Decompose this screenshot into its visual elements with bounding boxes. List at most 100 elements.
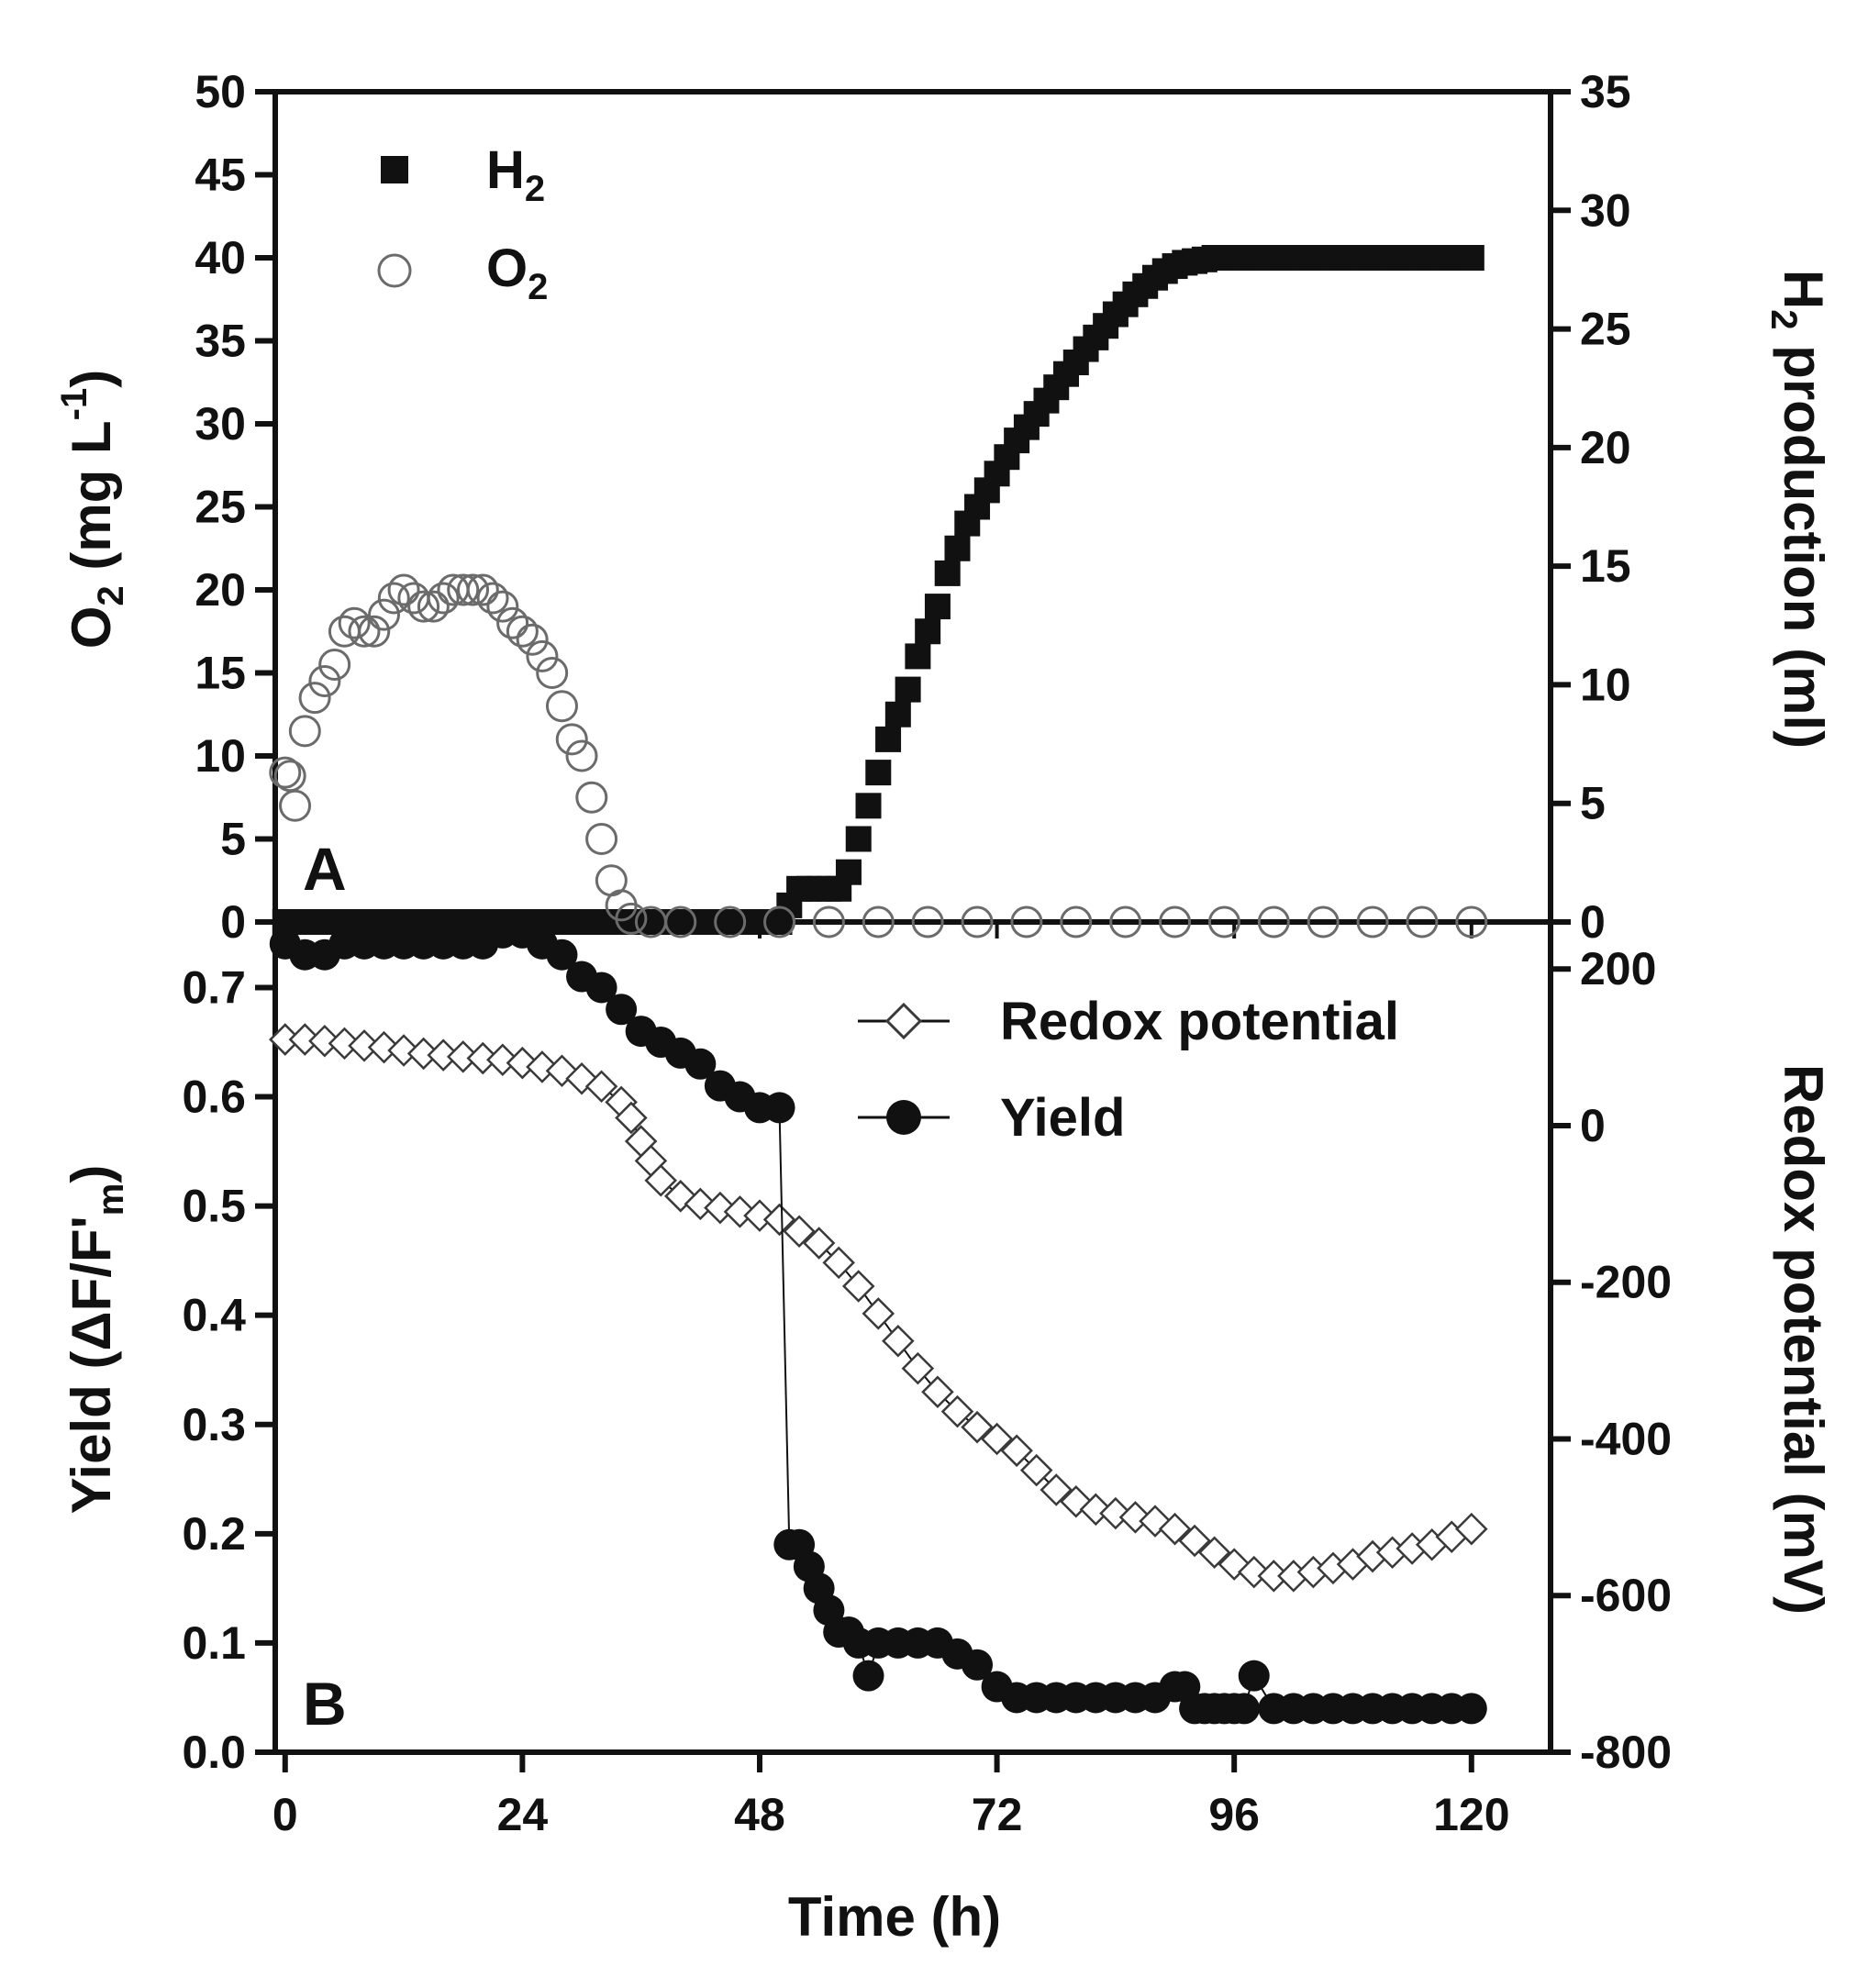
- panel-a-left-tick-label: 5: [220, 814, 246, 865]
- o2-point: [1109, 905, 1142, 938]
- o2-point: [269, 756, 302, 789]
- redox-point: [940, 1394, 974, 1428]
- h2-point: [905, 643, 931, 670]
- yield-point: [763, 1092, 795, 1124]
- redox-point: [288, 1023, 322, 1056]
- o2-point: [486, 590, 519, 623]
- redox-point: [526, 1050, 559, 1083]
- panel-a-left-tick-label: 40: [195, 232, 246, 283]
- redox-point: [1197, 1536, 1231, 1570]
- redox-point: [615, 1101, 648, 1135]
- o2-point: [298, 682, 331, 715]
- o2-point: [961, 905, 994, 938]
- legend-yield-marker: [886, 1100, 921, 1135]
- o2-point: [506, 615, 539, 648]
- redox-point: [1178, 1524, 1211, 1558]
- panel-b-right-axis-title: Redox potential (mV): [1773, 1064, 1834, 1615]
- o2-point: [1060, 905, 1093, 938]
- redox-point: [684, 1187, 717, 1221]
- yield-point: [585, 972, 617, 1004]
- panel-a-left-tick-label: 30: [195, 398, 246, 450]
- panel-b-left-ticks: 0.0 0.1 0.2 0.3 0.4 0.5 0.6 0.7: [182, 961, 275, 1778]
- redox-point: [921, 1375, 954, 1409]
- o2-point: [1455, 905, 1488, 938]
- legend-yield-label: Yield: [1000, 1088, 1125, 1148]
- o2-point: [496, 606, 529, 639]
- o2-point: [466, 573, 499, 606]
- x-tick-label: 24: [497, 1789, 549, 1840]
- redox-point: [1118, 1501, 1152, 1534]
- panel-a-right-tick-label: 25: [1580, 304, 1631, 355]
- yield-point: [684, 1048, 717, 1080]
- x-axis-title: Time (h): [788, 1886, 1001, 1948]
- o2-point: [427, 582, 460, 615]
- panel-a-left-tick-label: 35: [195, 316, 246, 367]
- redox-point: [862, 1297, 895, 1330]
- panel-a-label: A: [303, 835, 347, 903]
- panel-a-left-tick-label: 20: [195, 564, 246, 616]
- redox-point: [446, 1040, 480, 1073]
- o2-point: [308, 665, 341, 698]
- panel-b-left-tick-label: 0.7: [182, 961, 246, 1013]
- panel-b-data: [269, 916, 1488, 1725]
- o2-point: [397, 582, 430, 615]
- redox-point: [1040, 1473, 1073, 1506]
- redox-point: [328, 1027, 361, 1061]
- x-tick-label: 120: [1433, 1789, 1509, 1840]
- o2-point: [526, 639, 559, 672]
- redox-point: [644, 1163, 678, 1197]
- redox-point: [1000, 1434, 1033, 1468]
- o2-point: [516, 623, 549, 656]
- o2-point: [545, 690, 578, 723]
- yield-point: [1238, 1660, 1270, 1692]
- o2-point: [338, 606, 371, 639]
- o2-point: [555, 723, 588, 756]
- panel-a-right-tick-label: 0: [1580, 896, 1606, 948]
- panel-b-right-ticks: -800 -600 -400 -200 0 200: [1551, 943, 1672, 1778]
- redox-point: [743, 1199, 776, 1232]
- o2-point: [288, 715, 321, 748]
- redox-point: [980, 1422, 1014, 1456]
- panel-b-left-tick-label: 0.3: [182, 1399, 246, 1450]
- o2-point: [1010, 905, 1043, 938]
- redox-point: [841, 1270, 875, 1303]
- o2-point: [348, 615, 381, 648]
- h2-point: [865, 760, 892, 786]
- o2-point: [447, 573, 480, 606]
- h2-point: [895, 676, 921, 703]
- redox-point: [387, 1034, 420, 1067]
- o2-point: [417, 590, 450, 623]
- x-tick-label: 0: [272, 1789, 298, 1840]
- panel-a-left-axis-title: O2 (mg L-1): [54, 370, 131, 649]
- o2-point: [1159, 905, 1192, 938]
- redox-point: [427, 1038, 460, 1072]
- panel-a-right-tick-label: 5: [1580, 778, 1606, 829]
- o2-point: [318, 648, 351, 681]
- panel-b-left-tick-label: 0.0: [182, 1727, 246, 1778]
- h2-point: [924, 594, 951, 620]
- h2-point: [944, 535, 971, 561]
- legend-h2-label: H2: [486, 140, 545, 209]
- panel-b-right-tick-label: 200: [1580, 943, 1656, 994]
- panel-b-right-tick-label: -600: [1580, 1570, 1672, 1621]
- yield-point: [606, 994, 638, 1026]
- redox-point: [545, 1054, 579, 1087]
- panel-a-left-tick-label: 25: [195, 482, 246, 533]
- redox-point: [584, 1070, 618, 1104]
- panel-a-legend: H2 O2: [377, 140, 548, 307]
- panel-a-left-tick-label: 45: [195, 150, 246, 201]
- redox-point: [367, 1030, 401, 1064]
- legend-o2-marker: [377, 253, 412, 288]
- panel-a-right-tick-label: 30: [1580, 184, 1631, 236]
- yield-point: [546, 938, 578, 971]
- panel-a-frame: [272, 89, 1553, 925]
- panel-a-left-tick-label: 15: [195, 648, 246, 699]
- o2-point: [1207, 905, 1240, 938]
- legend-h2-marker: [381, 156, 408, 183]
- redox-point: [723, 1195, 757, 1228]
- panel-a-left-tick-label: 50: [195, 66, 246, 117]
- h2-point: [1458, 245, 1484, 271]
- panel-a-left-tick-label: 0: [220, 896, 246, 948]
- panel-b-left-tick-label: 0.1: [182, 1617, 246, 1669]
